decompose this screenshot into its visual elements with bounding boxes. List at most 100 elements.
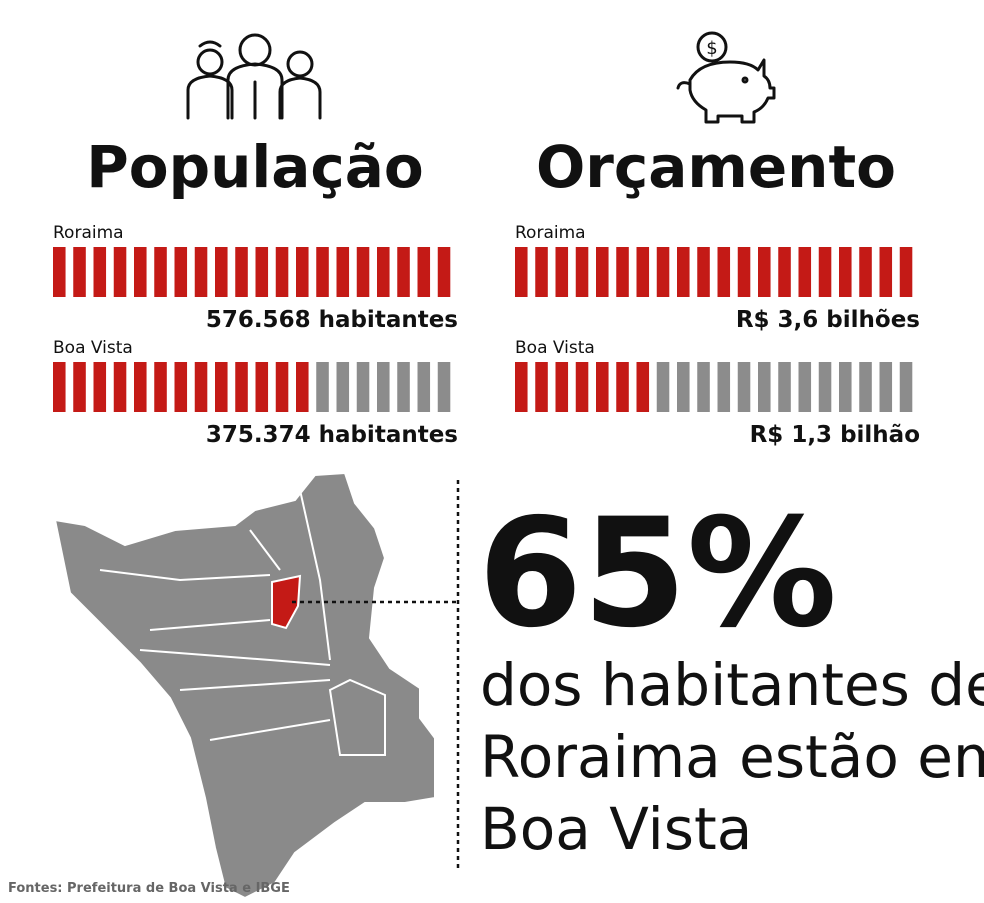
source: Fontes: Prefeitura de Boa Vista e IBGE bbox=[8, 881, 290, 896]
pictogram-bar bbox=[535, 247, 548, 297]
pictogram-bar bbox=[194, 362, 208, 412]
pictogram-bar bbox=[275, 247, 289, 297]
pictogram-bar bbox=[296, 247, 309, 297]
pictogram-bar bbox=[798, 247, 812, 297]
pictogram-bar bbox=[717, 362, 731, 412]
map-highlight bbox=[271, 574, 302, 630]
pictogram-bar bbox=[656, 362, 670, 412]
pictogram-bar bbox=[758, 362, 771, 412]
pictogram-bar bbox=[697, 362, 710, 412]
pictogram-bar bbox=[677, 362, 690, 412]
pictogram-bar bbox=[73, 362, 86, 412]
pictogram-bar bbox=[336, 247, 350, 297]
pictogram-bar bbox=[397, 247, 410, 297]
pictogram-bar bbox=[737, 247, 751, 297]
pictogram-bar bbox=[616, 362, 629, 412]
pictogram-bar bbox=[535, 362, 548, 412]
row-label: Roraima bbox=[515, 223, 586, 243]
pictogram-bar bbox=[899, 247, 913, 297]
svg-text:$: $ bbox=[706, 38, 717, 59]
pictogram-bar bbox=[778, 247, 791, 297]
pictogram-bar bbox=[555, 362, 569, 412]
highlight-value: 65% bbox=[478, 487, 837, 661]
pictogram-bar bbox=[215, 247, 228, 297]
row-label: Roraima bbox=[53, 223, 124, 243]
pictogram-bar bbox=[377, 247, 390, 297]
pictogram-bar bbox=[575, 247, 589, 297]
pictogram-bar bbox=[677, 247, 690, 297]
piggy-bank-icon: $ bbox=[676, 31, 776, 124]
pictogram-bar bbox=[377, 362, 390, 412]
pictogram-bar bbox=[154, 362, 167, 412]
pictogram-bar bbox=[596, 247, 609, 297]
pictogram-bar bbox=[356, 247, 370, 297]
pictogram-bar bbox=[235, 247, 248, 297]
pictogram-bar bbox=[879, 247, 893, 297]
pictogram-bar bbox=[778, 362, 791, 412]
pictogram-bar bbox=[113, 247, 127, 297]
people-icon bbox=[186, 33, 322, 120]
highlight-text: Roraima estão em bbox=[480, 723, 984, 791]
pictogram-bar bbox=[839, 247, 852, 297]
pictogram-bar bbox=[275, 362, 289, 412]
highlight-text: Boa Vista bbox=[480, 795, 752, 863]
pictogram-bar bbox=[697, 247, 710, 297]
pictogram-bar bbox=[859, 247, 872, 297]
pictogram-bar bbox=[356, 362, 370, 412]
panel-title: População bbox=[86, 133, 424, 201]
value-label: R$ 3,6 bilhões bbox=[736, 307, 920, 333]
pictogram-bar bbox=[417, 362, 431, 412]
pictogram-bar bbox=[174, 247, 188, 297]
pictogram-bar bbox=[316, 362, 329, 412]
pictogram-bar bbox=[818, 362, 832, 412]
pictogram-bar bbox=[215, 362, 228, 412]
pictogram-bar bbox=[575, 362, 589, 412]
row-label: Boa Vista bbox=[515, 338, 595, 358]
pictogram-bar bbox=[758, 247, 771, 297]
pictogram-bar bbox=[53, 362, 66, 412]
pictogram-bar bbox=[73, 247, 86, 297]
pictogram-bar bbox=[515, 362, 528, 412]
pictogram-bar bbox=[555, 247, 569, 297]
pictogram-bar bbox=[596, 362, 609, 412]
pictogram-bar bbox=[296, 362, 309, 412]
pictogram-bar bbox=[93, 362, 107, 412]
pictogram-bar bbox=[656, 247, 670, 297]
panel-title: Orçamento bbox=[536, 133, 896, 201]
pictogram-bar bbox=[93, 247, 107, 297]
pictogram-bar bbox=[174, 362, 188, 412]
pictogram-bar bbox=[417, 247, 431, 297]
pictogram-bar bbox=[194, 247, 208, 297]
pictogram-bar bbox=[839, 362, 852, 412]
value-label: 576.568 habitantes bbox=[206, 307, 458, 333]
pictogram-bar bbox=[154, 247, 167, 297]
highlight-text: dos habitantes de bbox=[480, 651, 984, 719]
pictogram-bar bbox=[636, 247, 650, 297]
pictogram-bar bbox=[134, 362, 147, 412]
pictogram-bar bbox=[515, 247, 528, 297]
value-label: R$ 1,3 bilhão bbox=[750, 422, 920, 448]
pictogram-bar bbox=[859, 362, 872, 412]
pictogram-bar bbox=[113, 362, 127, 412]
pictogram-bar bbox=[336, 362, 350, 412]
pictogram-bar bbox=[316, 247, 329, 297]
row-label: Boa Vista bbox=[53, 338, 133, 358]
pictogram-bar bbox=[798, 362, 812, 412]
pictogram-bar bbox=[255, 247, 269, 297]
pictogram-bar bbox=[437, 247, 451, 297]
pictogram-bar bbox=[437, 362, 451, 412]
pictogram-bar bbox=[737, 362, 751, 412]
pictogram-bar bbox=[818, 247, 832, 297]
pictogram-bar bbox=[879, 362, 893, 412]
pictogram-bar bbox=[717, 247, 731, 297]
pictogram-bar bbox=[899, 362, 913, 412]
pictogram-bar bbox=[53, 247, 66, 297]
pictogram-bar bbox=[134, 247, 147, 297]
pictogram-bar bbox=[235, 362, 248, 412]
map bbox=[53, 471, 436, 900]
pictogram-bar bbox=[616, 247, 629, 297]
pictogram-bar bbox=[255, 362, 269, 412]
pictogram-bar bbox=[636, 362, 650, 412]
value-label: 375.374 habitantes bbox=[206, 422, 458, 448]
